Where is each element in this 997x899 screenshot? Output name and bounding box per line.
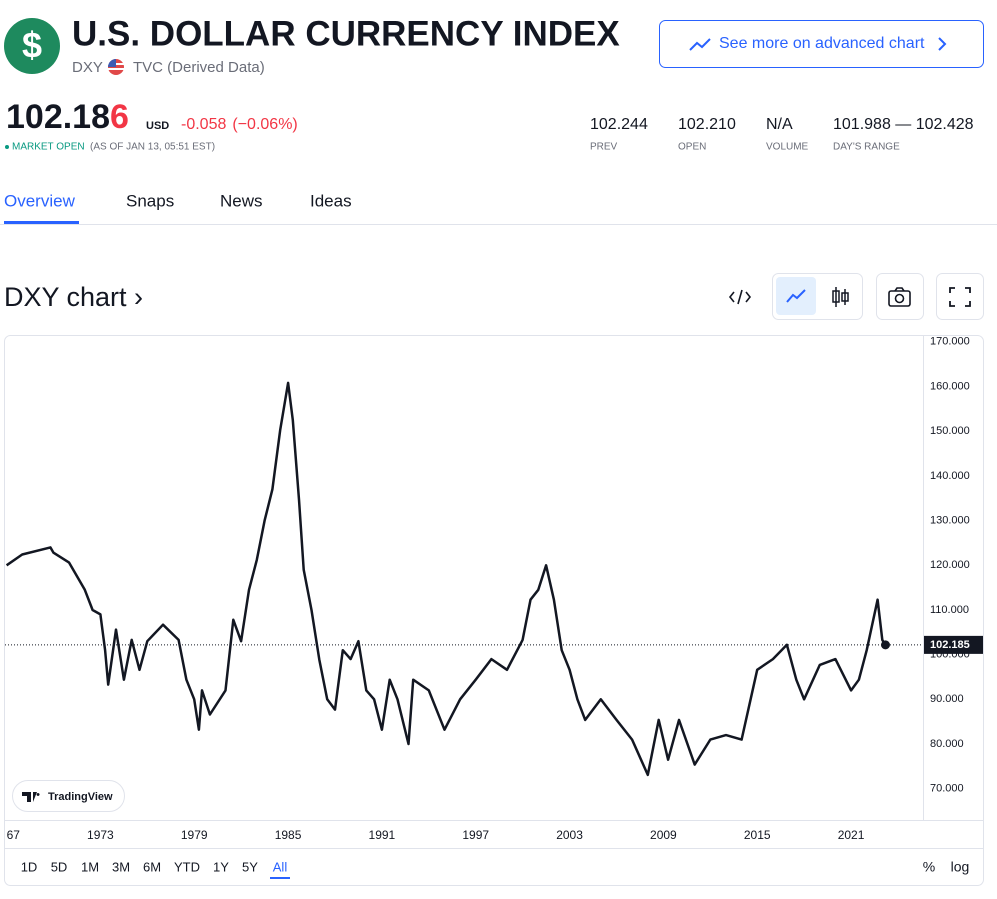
stat-label: PREV — [590, 142, 618, 153]
range-button[interactable]: 3M — [112, 859, 130, 874]
last-point — [880, 640, 890, 650]
range-button[interactable]: 5D — [51, 859, 68, 874]
tabs: Overview Snaps News Ideas — [4, 191, 352, 210]
y-tick-label: 170.000 — [930, 336, 970, 348]
line-style-button[interactable] — [776, 277, 816, 315]
tab[interactable]: News — [220, 191, 263, 210]
plot-area — [5, 381, 923, 777]
scale-option[interactable]: % — [923, 859, 935, 875]
x-tick-label: 1991 — [369, 828, 396, 842]
x-tick-label: 2021 — [838, 828, 865, 842]
advanced-chart-button[interactable]: See more on advanced chart — [659, 20, 984, 68]
range-underline — [270, 877, 290, 879]
scale-options: % log — [923, 859, 970, 875]
stat-label: DAY'S RANGE — [833, 142, 900, 153]
x-tick-label: 2015 — [744, 828, 771, 842]
market-status: MARKET OPEN — [12, 142, 85, 153]
status-dot — [5, 145, 9, 149]
price-line-series — [5, 381, 887, 777]
candle-style-button[interactable] — [832, 287, 849, 307]
watermark-text: TradingView — [48, 791, 113, 803]
change: -0.058 (−0.06%) — [181, 116, 298, 133]
range-button[interactable]: YTD — [174, 859, 200, 874]
title: U.S. DOLLAR CURRENCY INDEX — [72, 14, 620, 53]
y-tick-label: 130.000 — [930, 514, 970, 526]
y-tick-label: 150.000 — [930, 425, 970, 437]
stat-value: 102.244 — [590, 116, 648, 133]
x-tick-label: 1985 — [275, 828, 302, 842]
x-tick-label: 2003 — [556, 828, 583, 842]
stat-label: VOLUME — [766, 142, 809, 153]
range-buttons: 1D 5D 1M 3M 6M YTD 1Y 5Y All — [21, 859, 290, 879]
y-tick-label: 90.000 — [930, 693, 964, 705]
y-tick-label: 140.000 — [930, 470, 970, 482]
stat-value: N/A — [766, 116, 793, 133]
range-button[interactable]: All — [273, 859, 288, 874]
watermark: TradingView — [12, 780, 125, 812]
price: 102.186 — [6, 98, 129, 136]
range-button[interactable]: 1D — [21, 859, 38, 874]
range-button[interactable]: 6M — [143, 859, 161, 874]
y-tick-label: 80.000 — [930, 738, 964, 750]
y-tick-label: 120.000 — [930, 559, 970, 571]
tab[interactable]: Snaps — [126, 191, 174, 210]
price-main: 102.18 — [6, 98, 110, 136]
change-abs: -0.058 — [181, 116, 226, 133]
button-label[interactable]: See more on advanced chart — [719, 35, 925, 52]
x-tick-label: 1997 — [462, 828, 489, 842]
logo-symbol: $ — [22, 25, 42, 66]
flag-icon — [108, 59, 124, 75]
axes: 70.00080.00090.000100.000110.000120.0001… — [7, 336, 983, 842]
y-tick-label: 70.000 — [930, 783, 964, 795]
current-price-label: 102.185 — [930, 639, 970, 651]
stat-value: 101.988 — 102.428 — [833, 116, 974, 133]
stat-label: OPEN — [678, 142, 706, 153]
current-price-box — [924, 635, 983, 654]
snapshot-button[interactable] — [876, 273, 924, 320]
as-of: (AS OF JAN 13, 05:51 EST) — [90, 142, 215, 153]
price-last-digit: 6 — [110, 98, 129, 136]
currency: USD — [146, 120, 169, 132]
range-button[interactable]: 5Y — [242, 859, 258, 874]
x-tick-label: 67 — [7, 828, 21, 842]
stats: 102.244 PREV 102.210 OPEN N/A VOLUME 101.988 —… — [590, 116, 974, 152]
ticker: DXY — [72, 59, 103, 76]
section-title: DXY chart › — [4, 282, 143, 312]
tab[interactable]: Overview — [4, 191, 76, 210]
chart-frame — [4, 335, 984, 886]
fullscreen-button[interactable] — [936, 273, 984, 320]
logo — [4, 18, 60, 74]
y-tick-label: 160.000 — [930, 380, 970, 392]
embed-button[interactable] — [728, 289, 752, 305]
stat-value: 102.210 — [678, 116, 736, 133]
tab[interactable]: Ideas — [310, 191, 352, 210]
range-button[interactable]: 1M — [81, 859, 99, 874]
change-pct: (−0.06%) — [232, 116, 297, 133]
tab-underline — [4, 221, 79, 224]
scale-option[interactable]: log — [951, 859, 970, 875]
x-tick-label: 1979 — [181, 828, 208, 842]
source: TVC (Derived Data) — [133, 59, 265, 76]
x-tick-label: 2009 — [650, 828, 677, 842]
y-tick-label: 110.000 — [930, 604, 969, 616]
x-tick-label: 1973 — [87, 828, 114, 842]
range-button[interactable]: 1Y — [213, 859, 229, 874]
